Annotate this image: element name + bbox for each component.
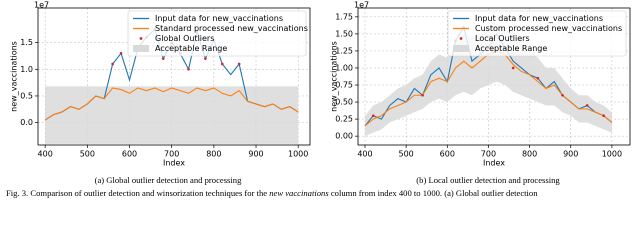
x-tick-label: 900: [248, 150, 263, 159]
outlier-point: [421, 93, 424, 97]
x-tick-label: 1000: [288, 150, 308, 159]
legend-label: Acceptable Range: [155, 44, 227, 53]
y-tick-label: 0.0: [20, 118, 33, 127]
legend-label: Acceptable Range: [475, 44, 547, 53]
x-tick-label: 600: [122, 150, 137, 159]
y-tick-label: 1.75: [335, 12, 353, 21]
x-tick-label: 700: [164, 150, 179, 159]
y-axis-label: new_vaccinations: [10, 41, 19, 112]
y-tick-label: 1.25: [335, 46, 353, 55]
y-tick-label: 0.00: [335, 132, 353, 141]
caption-prefix: Fig. 3. Comparison of outlier detection …: [6, 188, 269, 198]
x-tick-label: 500: [80, 150, 95, 159]
x-tick-label: 400: [357, 150, 372, 159]
acceptable-range: [45, 86, 299, 144]
outlier-point: [111, 62, 114, 66]
outlier-point: [119, 52, 123, 55]
outlier-point: [187, 68, 190, 71]
acceptable-range: [364, 23, 612, 137]
figure-caption: Fig. 3. Comparison of outlier detection …: [6, 188, 538, 198]
x-axis-label: Index: [483, 159, 505, 168]
outlier-point: [561, 93, 564, 97]
figure: Fig. 3. Comparison of outlier detection …: [6, 1, 631, 198]
outlier-point: [371, 114, 375, 117]
y-offset-label: 1e7: [34, 1, 49, 10]
plot-frame: [37, 7, 311, 146]
subcaption: (b) Local outlier detection and processi…: [416, 175, 560, 185]
outlier-point: [602, 114, 605, 117]
x-axis-label: Index: [163, 159, 185, 168]
legend-label: Global Outliers: [155, 34, 214, 43]
legend-swatch: [139, 37, 143, 40]
y-tick-label: 0.75: [335, 81, 353, 90]
outlier-point: [536, 76, 540, 80]
x-tick-label: 500: [399, 150, 414, 159]
series-line: [44, 87, 299, 121]
y-tick-label: 1.00: [335, 63, 353, 72]
y-offset-label: 1e7: [354, 1, 369, 10]
x-tick-label: 600: [440, 150, 455, 159]
x-tick-label: 800: [206, 150, 221, 159]
legend-box: [447, 10, 627, 57]
legend-box: [127, 10, 307, 57]
legend-swatch: [453, 45, 469, 52]
y-tick-label: 0.25: [335, 115, 353, 124]
y-tick-label: 0.50: [335, 98, 353, 107]
outlier-point: [511, 66, 515, 70]
legend-label: Input data for new_vaccinations: [475, 14, 603, 23]
legend-swatch: [459, 37, 463, 40]
y-axis-label: new_vaccinations: [330, 41, 339, 112]
outlier-point: [161, 57, 165, 60]
outlier-point: [220, 62, 224, 66]
caption-emph: new vaccinations: [269, 188, 329, 198]
outlier-point: [237, 62, 241, 66]
outlier-point: [204, 57, 207, 60]
caption-suffix: column from index 400 to 1000. (a) Globa…: [329, 188, 539, 198]
legend-label: Local Outliers: [475, 34, 530, 43]
y-tick-label: 1.50: [335, 29, 353, 38]
plot-frame: [357, 7, 631, 146]
y-tick-label: 0.5: [20, 91, 33, 100]
x-tick-label: 1000: [602, 150, 622, 159]
x-tick-label: 900: [563, 150, 578, 159]
y-tick-label: 1.0: [20, 65, 33, 74]
x-tick-label: 400: [38, 150, 53, 159]
y-tick-label: 1.5: [20, 38, 33, 47]
legend-label: Custom processed new_vaccinations: [475, 24, 622, 33]
subcaption: (a) Global outlier detection and process…: [95, 175, 242, 185]
legend-label: Input data for new_vaccinations: [155, 14, 283, 23]
legend-label: Standard processed new_vaccinations: [155, 24, 308, 33]
outlier-point: [585, 104, 589, 107]
x-tick-label: 800: [522, 150, 537, 159]
legend-swatch: [133, 45, 149, 52]
x-tick-label: 700: [481, 150, 496, 159]
